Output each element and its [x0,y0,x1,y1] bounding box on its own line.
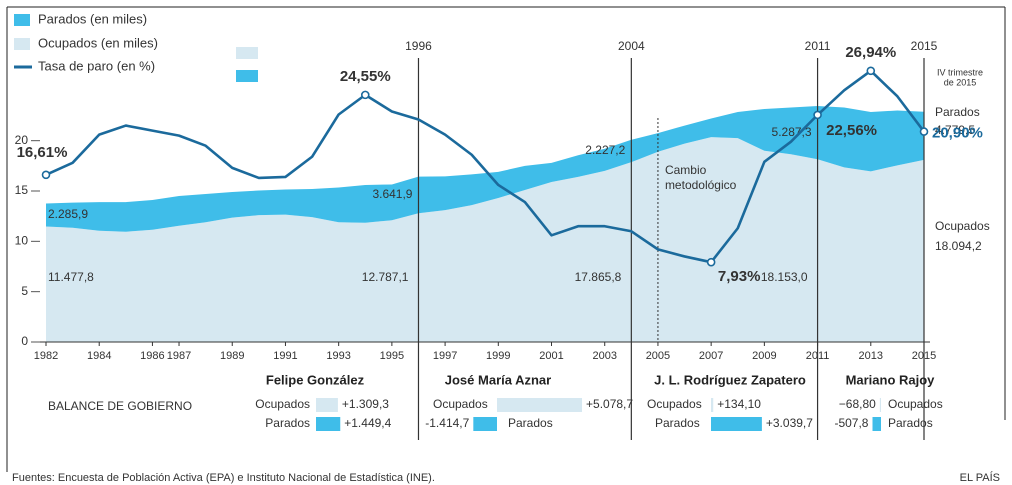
rate-label: 20,90% [932,125,983,142]
balance-value: +5.078,7 [586,397,633,411]
rate-label: 16,61% [17,144,68,161]
balance-value: +134,10 [717,397,761,411]
balance-value: −68,80 [839,397,876,411]
y-tick-label: 20 [15,133,29,147]
area-parados [46,106,924,232]
rate-point [866,66,876,76]
x-tick-label: 2009 [752,350,776,362]
x-tick-label: 1982 [34,350,58,362]
x-tick-label: 1991 [273,350,297,362]
annotation: Cambio [665,163,707,177]
balance-value: +3.039,7 [766,416,813,430]
balance-bar [473,417,497,431]
balance-bar [879,398,881,412]
government-name: José María Aznar [445,372,551,387]
area-ocupados [46,137,924,342]
row-label: Ocupados [888,397,943,411]
value-label: 11.477,8 [48,270,94,284]
x-tick-label: 1993 [326,350,350,362]
rate-point [813,110,822,120]
balance-bar [872,417,881,431]
x-tick-label: 1987 [167,350,191,362]
legend-decor [236,47,258,59]
x-tick-label: 1986 [140,350,164,362]
period-label: 2011 [805,39,831,53]
row-label: Parados [508,416,553,430]
value-label: 12.787,1 [362,270,409,284]
note: IV trimestre [937,67,983,77]
rate-label: 22,56% [826,122,877,139]
x-tick-label: 2005 [646,350,670,362]
publisher: EL PAÍS [960,471,1000,484]
balance-value: +1.449,4 [344,416,391,430]
value-label: 17.865,8 [575,270,622,284]
rate-label: 24,55% [340,68,391,85]
x-tick-label: 1995 [380,350,404,362]
period-label: 1996 [405,39,432,53]
x-tick-label: 2007 [699,350,723,362]
value-label: 2.227,2 [585,143,625,157]
government-name: Mariano Rajoy [846,372,936,387]
legend-label: Parados (en miles) [38,11,147,26]
legend-swatch [14,14,30,26]
end-label: Parados [935,105,980,119]
period-label: 2004 [618,39,645,53]
value-label: 5.287,3 [772,125,812,139]
value-label: 18.094,2 [935,239,982,253]
balance-bar [711,417,762,431]
balance-bar [316,398,338,412]
legend-decor [236,70,258,82]
y-tick-label: 15 [15,183,29,197]
legend-label: Ocupados (en miles) [38,35,158,50]
rate-point [919,127,929,136]
rate-point [41,170,51,180]
rate-line [45,69,926,264]
end-label: Ocupados [935,219,990,233]
balance-bar [711,398,714,412]
row-label: Ocupados [647,397,702,411]
rate-label: 7,93% [718,268,761,285]
source: Fuentes: Encuesta de Población Activa (E… [12,472,435,484]
x-tick-label: 1989 [220,350,244,362]
government-name: J. L. Rodríguez Zapatero [654,372,806,387]
annotation: metodológico [665,178,737,192]
rate-point [360,90,370,100]
x-tick-label: 1999 [486,350,510,362]
y-tick-label: 0 [21,334,28,348]
x-tick-label: 2013 [859,350,883,362]
balance-title: BALANCE DE GOBIERNO [48,399,192,413]
row-label: Ocupados [433,397,488,411]
x-tick-label: 1984 [87,350,111,362]
row-label: Parados [888,416,933,430]
value-label: 4.779,5 [935,123,975,137]
row-label: Parados [655,416,700,430]
balance-value: -1.414,7 [425,416,469,430]
legend-label: Tasa de paro (en %) [38,58,155,73]
x-tick-label: 2001 [539,350,563,362]
balance-bar [316,417,341,431]
rate-point [706,257,716,267]
value-label: 18.153,0 [761,270,808,284]
x-tick-label: 2003 [592,350,616,362]
balance-bar [497,398,583,412]
government-name: Felipe González [266,372,365,387]
value-label: 2.285,9 [48,207,88,221]
balance-value: -507,8 [834,416,868,430]
row-label: Ocupados [255,397,310,411]
y-tick-label: 5 [21,284,28,298]
legend-swatch [14,38,30,50]
value-label: 3.641,9 [372,187,412,201]
period-label: 2015 [911,39,938,53]
y-tick-label: 10 [15,234,29,248]
note: de 2015 [944,77,977,87]
balance-value: +1.309,3 [342,397,389,411]
row-label: Parados [265,416,310,430]
rate-label: 26,94% [845,44,896,61]
x-tick-label: 1997 [433,350,457,362]
